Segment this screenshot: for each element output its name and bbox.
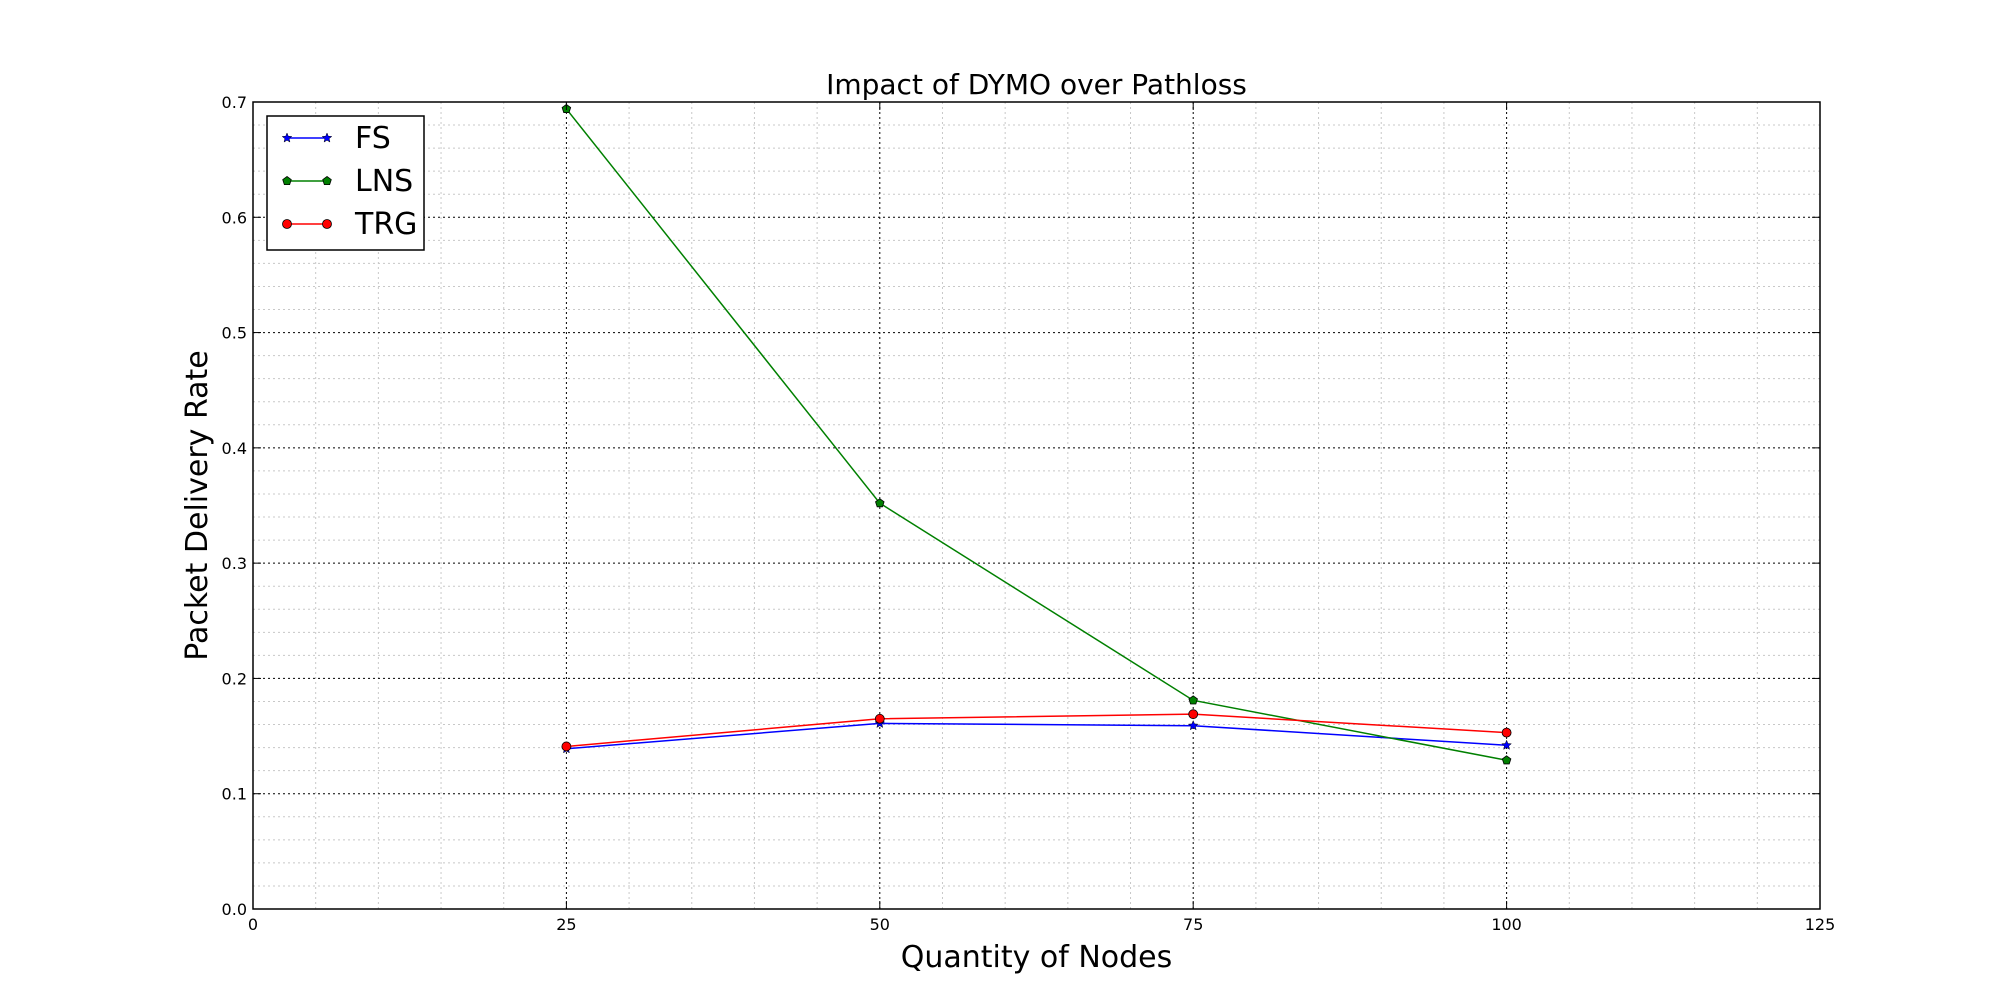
legend-marker-lns bbox=[282, 176, 292, 186]
data-point-lns bbox=[1188, 695, 1198, 705]
plot-frame bbox=[252, 101, 1821, 910]
x-tick-labels: 0 25 50 75 100 125 bbox=[248, 915, 1835, 934]
x-axis-label: Quantity of Nodes bbox=[901, 940, 1173, 975]
x-tick-label: 50 bbox=[870, 915, 890, 934]
y-tick-labels: 0.0 0.1 0.2 0.3 0.4 0.5 0.6 0.7 bbox=[222, 93, 247, 919]
legend-label-trg: TRG bbox=[354, 207, 417, 242]
y-tick-label: 0.7 bbox=[222, 93, 247, 112]
data-point-trg bbox=[1188, 709, 1199, 720]
series-line-trg bbox=[566, 713, 1507, 748]
y-tick-label: 0.0 bbox=[222, 900, 247, 919]
legend-item-lns: LNS bbox=[282, 164, 413, 199]
data-point-lns bbox=[1501, 755, 1512, 765]
legend: FS LNS TRG bbox=[266, 115, 425, 251]
series-line-fs bbox=[566, 722, 1507, 750]
legend-label-fs: FS bbox=[355, 121, 391, 156]
y-tick-label: 0.5 bbox=[222, 324, 247, 343]
axis-ticks bbox=[252, 101, 1821, 910]
legend-marker-trg bbox=[322, 219, 332, 229]
y-tick-label: 0.4 bbox=[222, 439, 247, 458]
minor-grid bbox=[253, 102, 1820, 909]
x-tick-label: 125 bbox=[1805, 915, 1836, 934]
legend-marker-fs bbox=[281, 132, 293, 143]
data-point-lns bbox=[875, 498, 885, 508]
series-lns bbox=[561, 103, 1512, 765]
y-axis-label: Packet Delivery Rate bbox=[180, 350, 215, 661]
y-tick-label: 0.6 bbox=[222, 208, 247, 227]
series-line-lns bbox=[565, 108, 1507, 762]
major-grid bbox=[253, 102, 1820, 909]
y-tick-label: 0.2 bbox=[222, 669, 247, 688]
data-point-trg bbox=[561, 741, 572, 752]
x-tick-label: 25 bbox=[556, 915, 576, 934]
x-tick-label: 75 bbox=[1183, 915, 1203, 934]
legend-marker-fs bbox=[321, 132, 333, 143]
y-tick-label: 0.1 bbox=[222, 785, 247, 804]
legend-label-lns: LNS bbox=[355, 164, 413, 199]
data-point-fs bbox=[1187, 720, 1199, 731]
legend-marker-trg bbox=[282, 219, 292, 229]
legend-item-fs: FS bbox=[281, 121, 391, 156]
x-tick-label: 100 bbox=[1491, 915, 1522, 934]
x-tick-label: 0 bbox=[248, 915, 258, 934]
data-point-trg bbox=[1501, 727, 1512, 738]
series-trg bbox=[561, 709, 1512, 752]
series-layer bbox=[561, 103, 1512, 765]
y-tick-label: 0.3 bbox=[222, 554, 247, 573]
legend-marker-lns bbox=[322, 176, 332, 186]
data-point-fs bbox=[1501, 739, 1512, 750]
legend-item-trg: TRG bbox=[282, 207, 417, 242]
data-point-trg bbox=[874, 713, 885, 724]
chart-title: Impact of DYMO over Pathloss bbox=[826, 68, 1247, 101]
